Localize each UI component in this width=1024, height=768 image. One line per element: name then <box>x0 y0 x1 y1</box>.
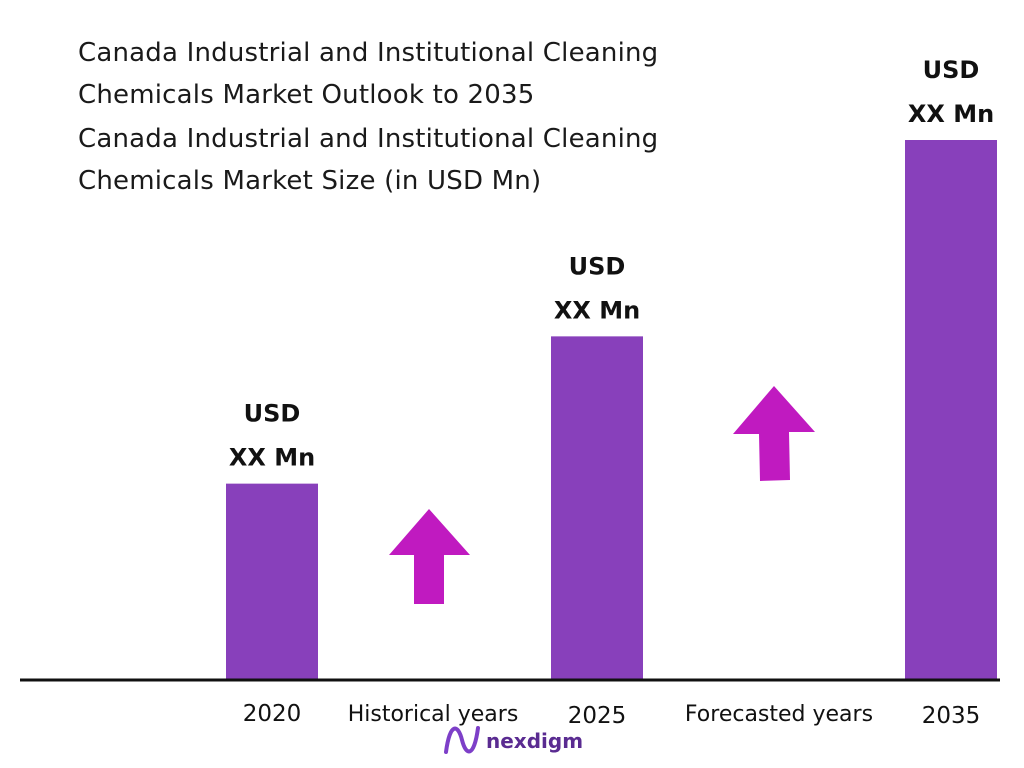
x-tick-labels-group: 2020 2025 2035 <box>243 701 981 729</box>
value-label-2035-line-1: USD <box>923 56 980 84</box>
nexdigm-logo-icon <box>444 726 480 754</box>
brand-logo: nexdigm <box>444 726 583 754</box>
value-label-2020-line-2: XX Mn <box>229 444 315 472</box>
period-label-forecast: Forecasted years <box>685 702 873 727</box>
growth-arrow-historical-icon <box>389 509 470 604</box>
bar-2020 <box>226 483 318 680</box>
chart-subtitle-line-1: Canada Industrial and Institutional Clea… <box>78 124 659 154</box>
bar-2035 <box>905 140 997 680</box>
value-label-2025-line-1: USD <box>569 252 626 280</box>
chart-title-line-2: Chemicals Market Outlook to 2035 <box>78 80 535 110</box>
x-tick-label-2025: 2025 <box>568 703 627 729</box>
brand-name: nexdigm <box>486 729 583 753</box>
x-tick-label-2035: 2035 <box>922 703 981 729</box>
period-label-historical: Historical years <box>348 702 519 727</box>
value-label-2025-line-2: XX Mn <box>554 296 640 324</box>
bars-group <box>226 140 997 680</box>
chart-title-line-1: Canada Industrial and Institutional Clea… <box>78 38 659 68</box>
growth-arrow-forecast-icon <box>733 386 815 481</box>
value-labels-group: USD XX Mn USD XX Mn USD XX Mn <box>229 56 994 472</box>
bar-2025 <box>551 336 643 680</box>
chart-subtitle-line-2: Chemicals Market Size (in USD Mn) <box>78 166 542 196</box>
x-tick-label-2020: 2020 <box>243 701 302 727</box>
value-label-2020-line-1: USD <box>244 400 301 428</box>
value-label-2035-line-2: XX Mn <box>908 100 994 128</box>
